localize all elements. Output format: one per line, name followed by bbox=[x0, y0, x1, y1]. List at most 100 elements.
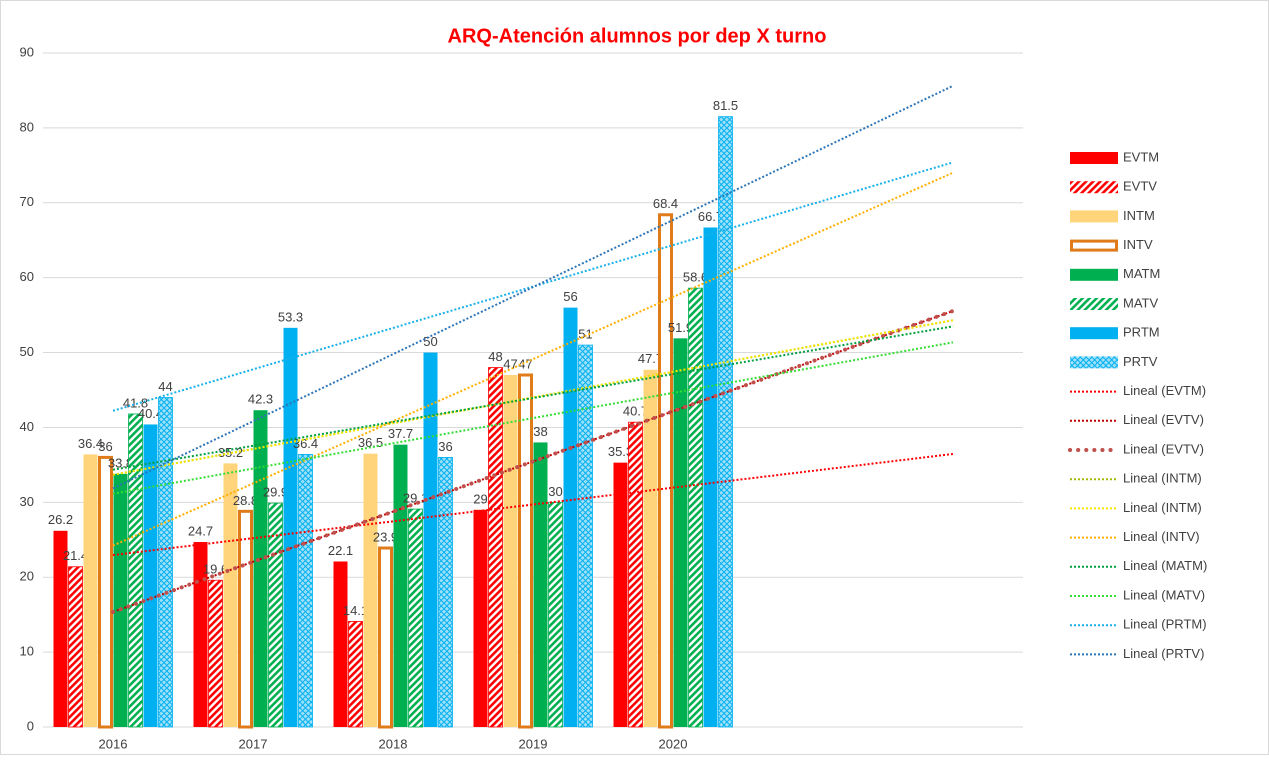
legend-label: Lineal (INTM) bbox=[1123, 471, 1202, 486]
bar bbox=[393, 444, 408, 727]
data-label: 53.3 bbox=[278, 309, 303, 324]
bar bbox=[83, 454, 98, 727]
legend-label: EVTM bbox=[1123, 149, 1159, 164]
trendline bbox=[112, 309, 954, 613]
legend-label: INTV bbox=[1123, 237, 1153, 252]
y-tick-label: 0 bbox=[27, 718, 34, 733]
bar bbox=[643, 369, 658, 727]
data-label: 38 bbox=[533, 424, 547, 439]
data-label: 29.9 bbox=[263, 485, 288, 500]
data-label: 66.7 bbox=[698, 209, 723, 224]
data-label: 35.3 bbox=[608, 444, 633, 459]
data-label: 23.9 bbox=[373, 529, 398, 544]
data-label: 44 bbox=[158, 379, 172, 394]
legend-swatch bbox=[1070, 356, 1118, 369]
data-label: 36 bbox=[98, 439, 112, 454]
bar bbox=[578, 344, 593, 728]
legend-label: Lineal (INTV) bbox=[1123, 529, 1200, 544]
bar bbox=[408, 508, 423, 728]
bar bbox=[128, 413, 143, 728]
data-label: 29 bbox=[473, 491, 487, 506]
bar bbox=[673, 338, 688, 727]
bar bbox=[613, 462, 628, 727]
y-tick-label: 50 bbox=[20, 344, 34, 359]
bar bbox=[533, 442, 548, 727]
legend-label: MATM bbox=[1123, 266, 1160, 281]
data-label: 28.8 bbox=[233, 493, 258, 508]
data-label: 47.7 bbox=[638, 351, 663, 366]
x-tick-label: 2018 bbox=[379, 736, 408, 751]
trendline bbox=[111, 308, 955, 614]
bar bbox=[703, 227, 718, 728]
legend-swatch bbox=[1070, 239, 1118, 252]
bar bbox=[253, 410, 268, 727]
data-label: 81.5 bbox=[713, 98, 738, 113]
bar bbox=[113, 473, 128, 727]
legend-label: PRTM bbox=[1123, 325, 1160, 340]
bar bbox=[298, 454, 313, 728]
trendline bbox=[112, 84, 954, 490]
data-label: 47 bbox=[518, 356, 532, 371]
bar bbox=[438, 456, 453, 728]
legend-label: Lineal (MATM) bbox=[1123, 558, 1207, 573]
x-tick-label: 2016 bbox=[99, 736, 128, 751]
legend-swatch bbox=[1070, 152, 1118, 164]
legend-label: Lineal (EVTV) bbox=[1123, 441, 1204, 456]
bar bbox=[158, 397, 173, 728]
bar bbox=[98, 455, 113, 729]
legend-label: Lineal (INTM) bbox=[1123, 500, 1202, 515]
legend-label: Lineal (MATV) bbox=[1123, 587, 1205, 602]
data-label: 19.6 bbox=[203, 562, 228, 577]
data-label: 36 bbox=[438, 439, 452, 454]
data-label: 22.1 bbox=[328, 543, 353, 558]
data-label: 26.2 bbox=[48, 512, 73, 527]
data-label: 51 bbox=[578, 327, 592, 342]
data-label: 51.9 bbox=[668, 320, 693, 335]
bar bbox=[548, 501, 563, 728]
bar bbox=[238, 509, 253, 729]
data-label: 14.1 bbox=[343, 603, 368, 618]
legend-label: MATV bbox=[1123, 295, 1158, 310]
legend-swatch bbox=[1070, 181, 1118, 194]
bar bbox=[563, 307, 578, 727]
y-tick-label: 10 bbox=[20, 644, 34, 659]
bar bbox=[628, 421, 643, 728]
legend-label: Lineal (EVTM) bbox=[1123, 383, 1206, 398]
data-label: 40.4 bbox=[138, 406, 163, 421]
trendline bbox=[112, 452, 954, 557]
bar bbox=[143, 424, 158, 727]
y-tick-label: 30 bbox=[20, 494, 34, 509]
x-tick-label: 2019 bbox=[519, 736, 548, 751]
data-label: 24.7 bbox=[188, 523, 213, 538]
y-tick-label: 90 bbox=[20, 44, 34, 59]
bar bbox=[348, 621, 363, 728]
legend-swatch bbox=[1070, 268, 1118, 281]
data-label: 40.7 bbox=[623, 404, 648, 419]
bar bbox=[378, 546, 393, 729]
y-tick-label: 80 bbox=[20, 119, 34, 134]
legend-swatch bbox=[1070, 327, 1118, 340]
legend-label: Lineal (EVTV) bbox=[1123, 412, 1204, 427]
y-tick-label: 70 bbox=[20, 194, 34, 209]
bar bbox=[53, 530, 68, 727]
bar bbox=[718, 116, 733, 728]
data-label: 30 bbox=[548, 484, 562, 499]
data-label: 36.4 bbox=[78, 436, 103, 451]
data-label: 33.8 bbox=[108, 455, 133, 470]
chart-title: ARQ-Atención alumnos por dep X turno bbox=[448, 25, 827, 47]
data-label: 48 bbox=[488, 349, 502, 364]
data-label: 56 bbox=[563, 289, 577, 304]
legend-swatch bbox=[1070, 210, 1118, 223]
y-tick-label: 60 bbox=[20, 269, 34, 284]
bar bbox=[223, 463, 238, 727]
legend-label: INTM bbox=[1123, 208, 1155, 223]
bar bbox=[688, 287, 703, 728]
bar bbox=[518, 373, 533, 729]
bar bbox=[488, 367, 503, 728]
bar bbox=[208, 579, 223, 728]
data-label: 21.4 bbox=[63, 548, 88, 563]
bar bbox=[363, 453, 378, 727]
trendline bbox=[112, 171, 954, 547]
y-tick-label: 40 bbox=[20, 419, 34, 434]
